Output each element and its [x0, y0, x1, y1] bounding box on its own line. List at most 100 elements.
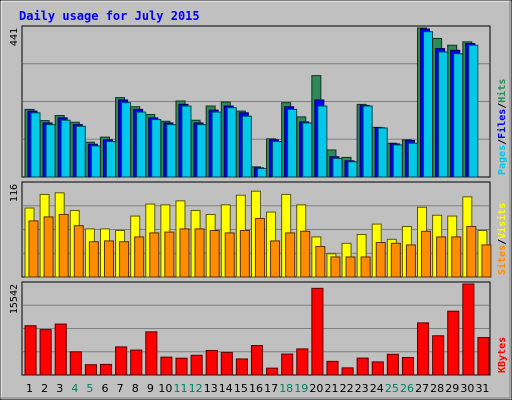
x-tick-label-27: 27: [415, 382, 429, 395]
x-tick-label-31: 31: [475, 382, 489, 395]
chart-title: Daily usage for July 2015: [19, 9, 200, 23]
bar-kbytes-day-27: [417, 322, 430, 376]
bar-kbytes-day-19: [296, 348, 309, 376]
bar-kbytes-day-24: [371, 361, 384, 376]
bar-pages-day-8: [136, 111, 147, 178]
bar-sites-day-24: [375, 242, 386, 278]
bar-sites-day-13: [209, 230, 220, 278]
bar-sites-day-17: [270, 240, 281, 278]
bar-pages-day-20: [317, 105, 328, 178]
y-max-label-panel-2: 116: [9, 184, 20, 202]
x-tick-label-13: 13: [204, 382, 218, 395]
x-tick-label-26: 26: [400, 382, 414, 395]
x-tick-label-19: 19: [294, 382, 308, 395]
x-tick-label-30: 30: [460, 382, 474, 395]
bar-sites-day-12: [194, 228, 205, 278]
x-tick-label-9: 9: [147, 382, 154, 395]
bar-kbytes-day-6: [99, 363, 113, 376]
bar-pages-day-15: [241, 115, 252, 178]
bar-pages-day-6: [105, 141, 116, 178]
legend-sites: Sites: [496, 245, 508, 275]
x-tick-label-24: 24: [370, 382, 384, 395]
bar-pages-day-23: [362, 105, 373, 178]
panel-2: 116 Sites/Visits: [9, 181, 508, 278]
bar-pages-day-28: [438, 51, 449, 178]
bar-pages-day-17: [272, 141, 283, 178]
bar-pages-day-10: [166, 124, 177, 178]
x-tick-label-5: 5: [86, 382, 93, 395]
bar-kbytes-day-30: [462, 283, 475, 376]
x-tick-label-3: 3: [56, 382, 63, 395]
bar-pages-day-30: [468, 44, 479, 178]
bar-kbytes-day-18: [281, 353, 294, 376]
bar-kbytes-day-1: [24, 325, 37, 376]
x-tick-label-1: 1: [26, 382, 33, 395]
bar-sites-day-6: [103, 240, 114, 278]
legend-separator: /: [497, 139, 508, 145]
bar-pages-day-14: [226, 107, 237, 178]
legend-panel-2: Sites/Visits: [496, 203, 508, 275]
bar-pages-day-12: [196, 124, 207, 178]
bar-kbytes-day-12: [190, 354, 203, 376]
bar-sites-day-3: [58, 213, 69, 278]
bar-pages-day-26: [407, 142, 418, 178]
bar-sites-day-20: [315, 246, 326, 278]
bar-sites-day-19: [300, 230, 311, 278]
bar-sites-day-8: [134, 236, 145, 278]
bar-kbytes-day-22: [341, 367, 354, 376]
bar-kbytes-day-13: [205, 349, 218, 376]
bar-pages-day-24: [377, 127, 388, 178]
bar-kbytes-day-31: [477, 337, 490, 376]
x-tick-label-4: 4: [71, 382, 78, 395]
x-tick-label-17: 17: [264, 382, 278, 395]
x-tick-label-20: 20: [309, 382, 323, 395]
bar-sites-day-4: [73, 225, 84, 278]
bar-kbytes-day-23: [356, 357, 369, 376]
bar-pages-day-11: [181, 105, 192, 178]
bar-sites-day-21: [330, 256, 341, 278]
x-tick-label-22: 22: [340, 382, 354, 395]
bar-pages-day-22: [347, 161, 358, 178]
legend-separator: /: [497, 239, 508, 245]
bar-kbytes-day-11: [175, 357, 188, 376]
bar-sites-day-22: [345, 256, 356, 278]
legend-panel-1: Pages/Files/Hits: [496, 79, 508, 175]
bar-sites-day-26: [405, 244, 416, 278]
legend-panel-3: KBytes: [497, 337, 508, 373]
bar-pages-day-19: [302, 122, 313, 178]
bar-pages-day-4: [75, 125, 86, 178]
x-tick-label-8: 8: [132, 382, 139, 395]
y-max-label-panel-1: 441: [9, 28, 20, 46]
bar-kbytes-day-15: [235, 358, 248, 376]
legend-hits: Hits: [496, 79, 508, 103]
bar-kbytes-day-17: [266, 367, 279, 376]
bar-sites-day-29: [451, 236, 462, 278]
bar-kbytes-day-29: [447, 310, 460, 376]
legend-visits: Visits: [496, 203, 508, 239]
bar-sites-day-23: [360, 256, 371, 278]
x-tick-label-2: 2: [41, 382, 48, 395]
legend-kbytes: KBytes: [497, 337, 508, 373]
bar-sites-day-25: [390, 242, 401, 278]
bar-pages-day-25: [392, 144, 403, 178]
bar-pages-day-3: [60, 119, 71, 178]
bar-sites-day-28: [436, 236, 447, 278]
legend-pages: Pages: [497, 145, 508, 175]
bar-sites-day-9: [149, 232, 160, 278]
x-tick-label-29: 29: [445, 382, 459, 395]
panel-3: 15542 KBytes: [9, 281, 508, 376]
x-tick-label-12: 12: [189, 382, 203, 395]
bar-kbytes-day-16: [250, 345, 264, 376]
x-axis-labels: 1 2 3 4 5 6 7 8 9 10 11 12 13 14 15 16 17 18 19 20 21 22 23 24 2…: [26, 382, 489, 395]
bar-kbytes-day-8: [130, 349, 143, 376]
bar-pages-day-13: [211, 111, 222, 178]
bar-sites-day-27: [421, 230, 432, 278]
bar-kbytes-day-2: [39, 329, 52, 376]
x-tick-label-23: 23: [355, 382, 369, 395]
legend-files: Files: [496, 109, 508, 139]
bar-pages-day-16: [256, 168, 267, 178]
bar-pages-day-21: [332, 157, 343, 178]
x-tick-label-16: 16: [249, 382, 263, 395]
